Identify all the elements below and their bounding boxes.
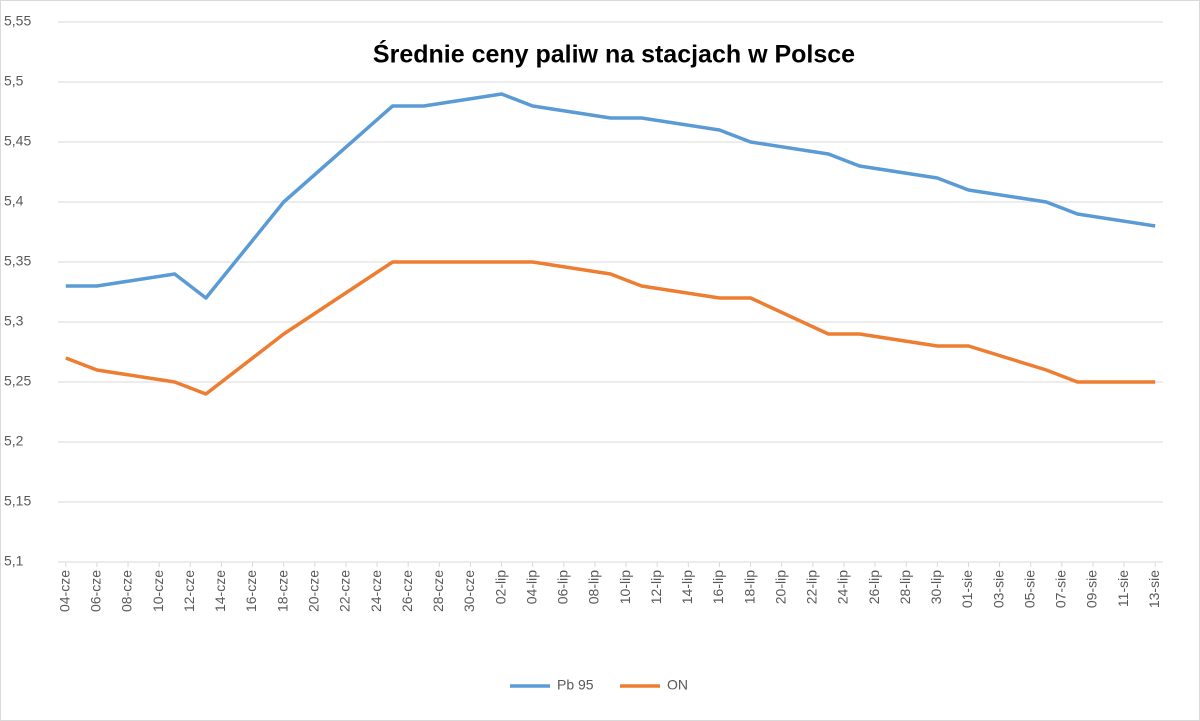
y-tick-label: 5,35 (4, 253, 31, 269)
x-tick-label: 14-cze (212, 570, 228, 612)
x-tick-label: 05-sie (1021, 570, 1037, 608)
x-tick-label: 10-lip (617, 570, 633, 604)
x-tick-label: 12-cze (181, 570, 197, 612)
y-tick-label: 5,2 (4, 433, 24, 449)
x-tick-label: 16-cze (243, 570, 259, 612)
x-tick-label: 07-sie (1053, 570, 1069, 608)
legend-label: ON (667, 677, 688, 693)
x-tick-label: 20-lip (772, 570, 788, 604)
x-tick-label: 04-cze (56, 570, 72, 612)
x-tick-label: 14-lip (679, 570, 695, 604)
y-tick-label: 5,4 (4, 193, 24, 209)
x-tick-label: 10-cze (150, 570, 166, 612)
y-tick-label: 5,5 (4, 73, 24, 89)
x-tick-label: 06-cze (88, 570, 104, 612)
x-tick-label: 24-lip (835, 570, 851, 604)
x-tick-label: 11-sie (1115, 570, 1131, 607)
chart-title: Średnie ceny paliw na stacjach w Polsce (373, 39, 855, 69)
x-tick-label: 28-cze (430, 570, 446, 612)
x-tick-label: 03-sie (990, 570, 1006, 608)
legend-label: Pb 95 (557, 677, 594, 693)
x-tick-label: 20-cze (305, 570, 321, 612)
series-line (65, 260, 1156, 396)
x-tick-label: 30-cze (461, 570, 477, 612)
series-line (65, 92, 1156, 300)
x-tick-label: 28-lip (897, 570, 913, 604)
x-tick-label: 26-lip (866, 570, 882, 604)
x-tick-label: 18-lip (741, 570, 757, 604)
x-tick-label: 08-lip (586, 570, 602, 604)
y-tick-label: 5,1 (4, 553, 24, 569)
x-tick-label: 04-lip (523, 570, 539, 604)
y-tick-label: 5,3 (4, 313, 24, 329)
y-tick-label: 5,15 (4, 493, 31, 509)
x-tick-label: 06-lip (555, 570, 571, 604)
x-tick-label: 12-lip (648, 570, 664, 604)
x-tick-label: 13-sie (1146, 570, 1162, 608)
x-tick-label: 08-cze (119, 570, 135, 612)
x-tick-label: 01-sie (959, 570, 975, 608)
x-tick-label: 18-cze (274, 570, 290, 612)
y-tick-label: 5,45 (4, 133, 31, 149)
x-tick-label: 22-cze (337, 570, 353, 612)
x-tick-label: 02-lip (492, 570, 508, 604)
x-tick-label: 24-cze (368, 570, 384, 612)
x-tick-label: 09-sie (1084, 570, 1100, 608)
x-tick-label: 30-lip (928, 570, 944, 604)
y-tick-label: 5,55 (4, 13, 31, 29)
y-tick-label: 5,25 (4, 373, 31, 389)
x-tick-label: 16-lip (710, 570, 726, 604)
x-tick-label: 26-cze (399, 570, 415, 612)
x-tick-label: 22-lip (804, 570, 820, 604)
